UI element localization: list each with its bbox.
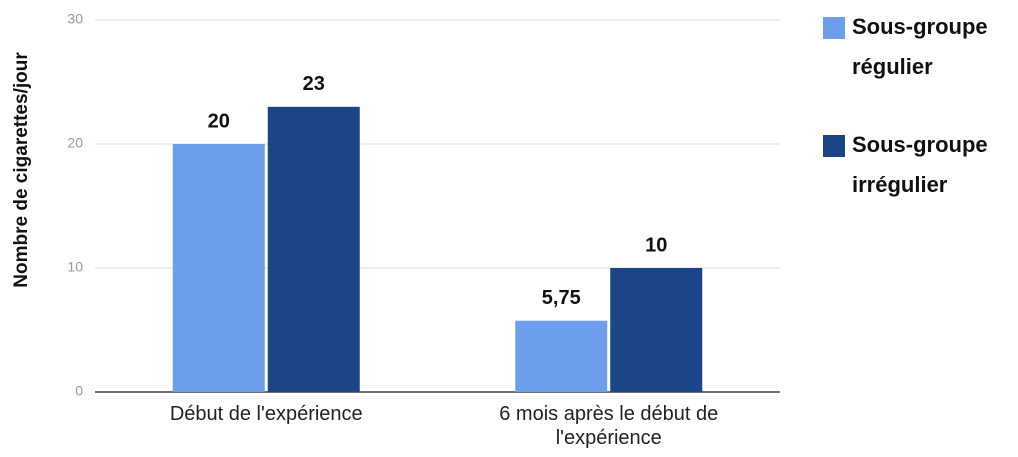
legend-swatch <box>823 17 845 39</box>
bar <box>610 268 703 392</box>
bar <box>172 144 265 392</box>
legend-label: Sous-groupe régulier <box>852 14 988 79</box>
value-label: 5,75 <box>542 287 581 309</box>
value-label: 20 <box>208 110 230 132</box>
legend-swatch <box>823 135 845 157</box>
y-tick-label: 0 <box>75 383 83 399</box>
bar <box>515 320 608 392</box>
legend-label: Sous-groupe irrégulier <box>852 132 988 197</box>
x-tick-label: Début de l'expérience <box>170 403 363 425</box>
y-tick-label: 10 <box>67 259 83 275</box>
value-label: 23 <box>303 73 325 95</box>
y-axis-label: Nombre de cigarettes/jour <box>11 52 32 288</box>
x-tick-label: 6 mois après le début de l'expérience <box>499 403 718 449</box>
value-label: 10 <box>645 234 667 256</box>
bar <box>267 106 360 393</box>
y-tick-label: 30 <box>67 11 83 27</box>
y-tick-label: 20 <box>67 135 83 151</box>
